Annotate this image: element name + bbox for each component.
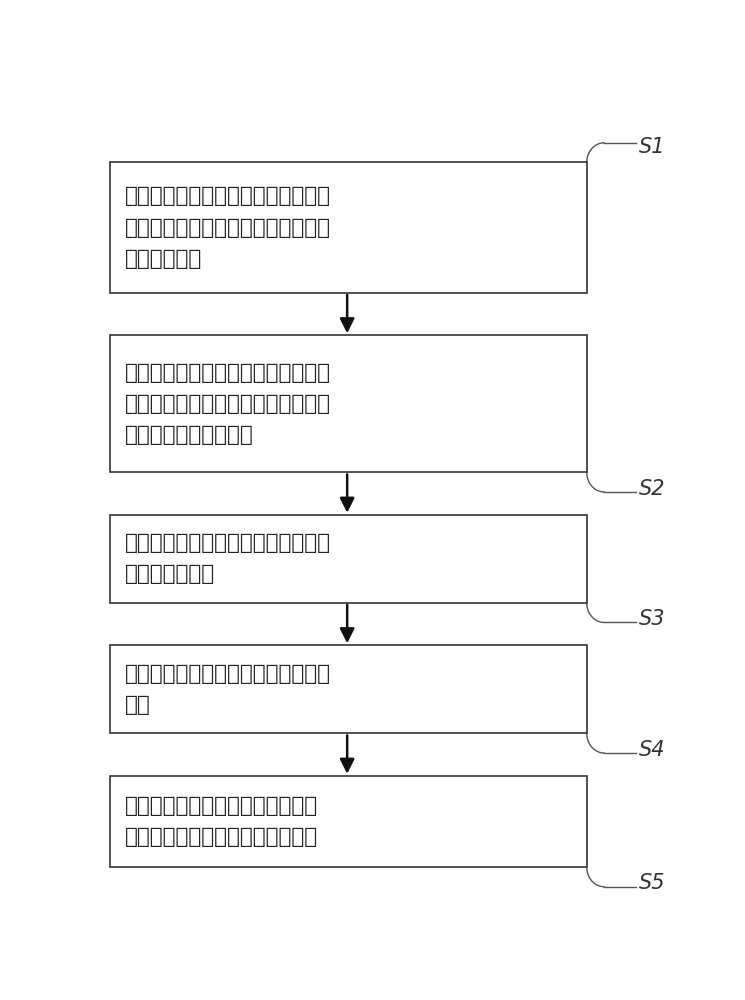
FancyBboxPatch shape (110, 515, 587, 603)
Text: S4: S4 (638, 740, 665, 760)
FancyBboxPatch shape (110, 645, 587, 733)
Text: 到左心肌分割图: 到左心肌分割图 (125, 564, 215, 584)
Text: 与右心室的两个交界点: 与右心室的两个交界点 (125, 425, 253, 445)
FancyBboxPatch shape (110, 776, 587, 867)
FancyBboxPatch shape (110, 162, 587, 293)
Text: S3: S3 (638, 609, 665, 629)
Text: 对所述左心室分割图和右心室分割图: 对所述左心室分割图和右心室分割图 (125, 363, 331, 383)
Text: 分线: 分线 (125, 695, 150, 715)
Text: 分，得到心肌细粒度区域的分割图: 分，得到心肌细粒度区域的分割图 (125, 827, 318, 847)
Text: 获取待处理图像，并进行图像分割，: 获取待处理图像，并进行图像分割， (125, 186, 331, 206)
Text: S5: S5 (638, 873, 665, 893)
FancyBboxPatch shape (110, 335, 587, 472)
Text: 进行拟合，得到左心室椭圆和左心室: 进行拟合，得到左心室椭圆和左心室 (125, 394, 331, 414)
Text: 根据左心腔分割图和左心室分割图得: 根据左心腔分割图和左心室分割图得 (125, 533, 331, 553)
Text: 右心室分割图: 右心室分割图 (125, 249, 202, 269)
Text: S1: S1 (638, 137, 665, 157)
Text: 得到左心腔分割图、左心室分割图和: 得到左心腔分割图、左心室分割图和 (125, 218, 331, 238)
Text: 根据左心室椭圆和两个交界点计算划: 根据左心室椭圆和两个交界点计算划 (125, 664, 331, 684)
Text: S2: S2 (638, 479, 665, 499)
Text: 根据划分线对左心肌分割图进行划: 根据划分线对左心肌分割图进行划 (125, 796, 318, 816)
